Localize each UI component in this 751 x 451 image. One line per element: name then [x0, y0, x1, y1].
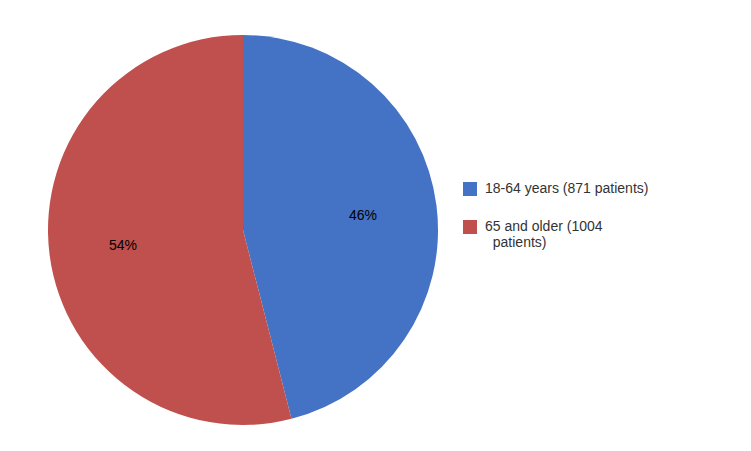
html-text:18-64 years (871 patients): 18-64 years (871 patients) — [485, 179, 649, 196]
svg-text:54%: 54% — [109, 237, 137, 253]
html-text:65 and older (1004 patients): 65 and older (1004 patients) — [485, 217, 603, 250]
svg-text:46%: 46% — [349, 207, 377, 223]
